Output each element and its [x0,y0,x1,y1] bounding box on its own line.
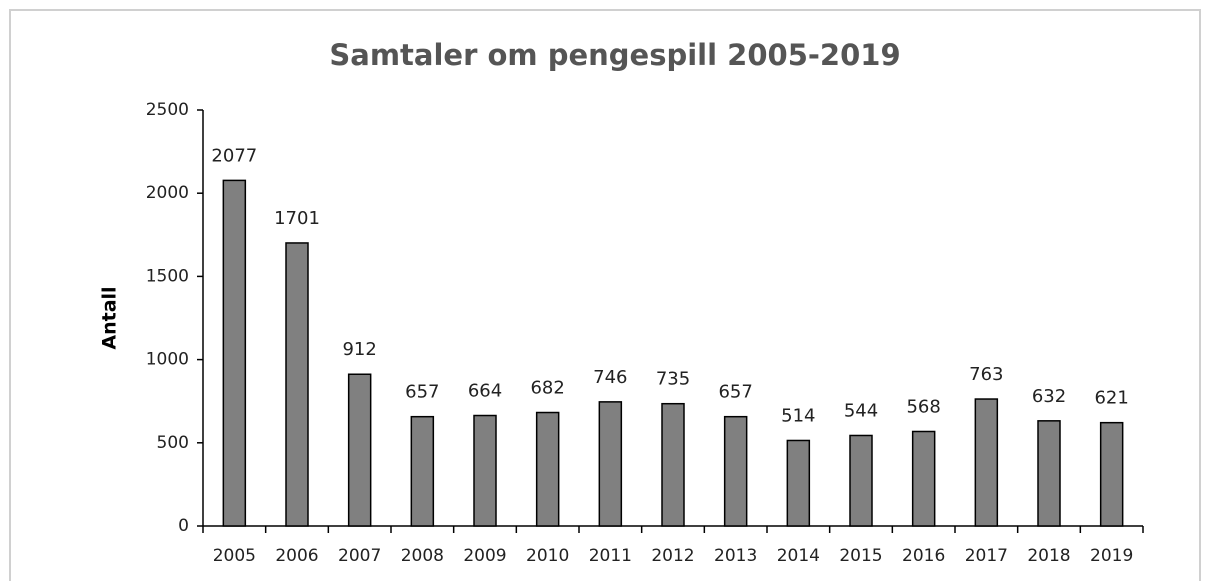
bar [974,398,999,527]
data-label: 621 [1094,388,1128,409]
x-tick-label: 2012 [651,546,694,566]
bar [347,373,372,527]
x-tick-label: 2010 [526,546,569,566]
data-label: 2077 [211,145,257,166]
data-label: 746 [593,367,627,388]
data-label: 735 [656,369,690,390]
y-tick-label: 2500 [146,100,189,120]
y-tick-label: 2000 [146,183,189,203]
data-label: 657 [718,382,752,403]
bar [410,415,435,527]
bar [661,402,685,527]
y-tick-label: 0 [178,516,189,536]
bar [473,414,497,527]
x-tick-label: 2006 [275,546,318,566]
bar [598,401,623,527]
frame [9,9,1201,581]
x-tick-label: 2009 [463,546,506,566]
data-label: 912 [342,339,376,360]
x-tick-label: 2017 [965,546,1008,566]
data-label: 514 [781,405,815,426]
x-tick-label: 2018 [1027,546,1070,566]
x-tick-label: 2013 [714,546,757,566]
data-label: 568 [906,396,940,417]
x-tick-label: 2019 [1090,546,1133,566]
bar [723,415,748,527]
data-label: 664 [468,381,502,402]
bar [285,242,309,527]
x-tick-label: 2014 [777,546,820,566]
data-label: 682 [530,378,564,399]
data-label: 1701 [274,208,320,229]
bar [535,411,560,527]
y-tick-label: 500 [157,433,189,453]
chart-title: Samtaler om pengespill 2005-2019 [329,38,900,72]
y-tick-label: 1000 [146,350,189,370]
data-label: 763 [969,364,1003,385]
x-tick-label: 2011 [589,546,632,566]
x-tick-label: 2005 [213,546,256,566]
bar [849,434,873,527]
y-axis-label: Antall [99,286,121,349]
x-tick-label: 2008 [401,546,444,566]
data-label: 657 [405,382,439,403]
x-tick-label: 2015 [839,546,882,566]
y-tick-label: 1500 [146,266,189,286]
x-tick-label: 2007 [338,546,381,566]
x-tick-label: 2016 [902,546,945,566]
bar [1099,421,1124,527]
data-label: 632 [1032,386,1066,407]
bar [911,430,936,527]
data-label: 544 [844,400,878,421]
bar [1037,420,1061,527]
bar [786,439,811,527]
bar [222,179,247,527]
